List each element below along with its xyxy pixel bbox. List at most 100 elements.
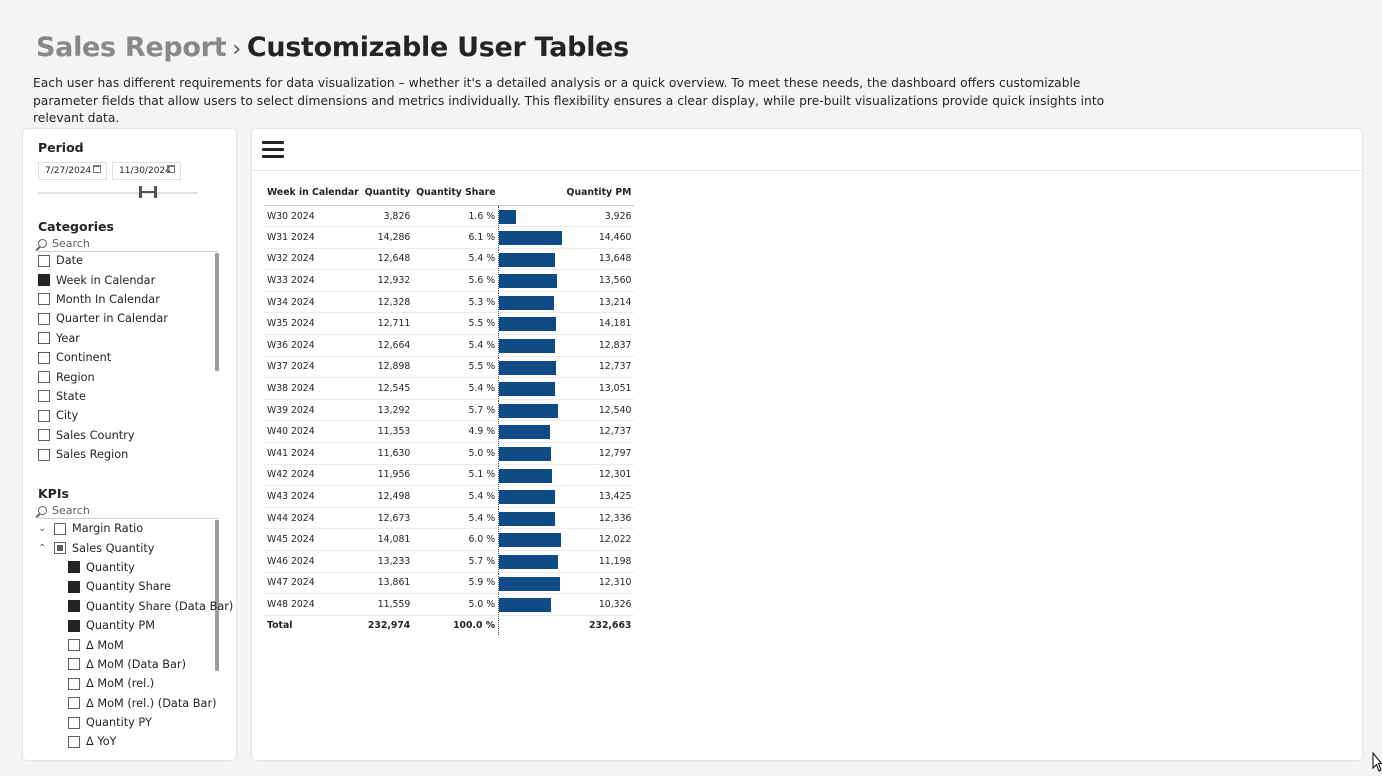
category-item[interactable]: State xyxy=(38,387,213,406)
checkbox[interactable] xyxy=(68,677,80,690)
category-item[interactable]: Year xyxy=(38,329,213,348)
table-row[interactable]: W32 2024 12,648 5.4 % 13,648 xyxy=(264,248,635,271)
table-row[interactable]: W38 2024 12,545 5.4 % 13,051 xyxy=(264,377,635,400)
checkbox[interactable] xyxy=(38,274,50,287)
kpi-item[interactable]: Quantity PY xyxy=(38,713,213,732)
kpi-item[interactable]: Δ YoY xyxy=(38,732,213,751)
checkbox[interactable] xyxy=(68,658,80,671)
category-item[interactable]: Month In Calendar xyxy=(38,290,213,309)
table-row[interactable]: W43 2024 12,498 5.4 % 13,425 xyxy=(264,485,635,508)
checkbox[interactable] xyxy=(54,522,66,535)
kpi-item-label: Quantity Share (Data Bar) xyxy=(86,599,234,613)
breadcrumb-sales-report[interactable]: Sales Report xyxy=(36,32,227,63)
column-header-quantity[interactable]: Quantity xyxy=(361,181,414,206)
table-row[interactable]: W34 2024 12,328 5.3 % 13,214 xyxy=(264,291,635,314)
checkbox[interactable] xyxy=(68,716,80,729)
chevron-up-icon[interactable]: ⌃ xyxy=(38,542,47,554)
checkbox[interactable] xyxy=(38,409,50,422)
table-row[interactable]: W47 2024 13,861 5.9 % 12,310 xyxy=(264,572,635,595)
column-header-quantity-share[interactable]: Quantity Share xyxy=(413,181,499,206)
kpi-group[interactable]: ⌃ Sales Quantity xyxy=(38,538,213,557)
table-row[interactable]: W42 2024 11,956 5.1 % 12,301 xyxy=(264,464,635,487)
categories-scrollbar[interactable] xyxy=(215,253,219,371)
checkbox[interactable] xyxy=(38,332,50,345)
category-item-label: Continent xyxy=(56,351,112,365)
checkbox[interactable] xyxy=(38,351,50,364)
kpi-item[interactable]: Δ MoM (rel.) (Data Bar) xyxy=(38,694,217,713)
category-item-label: Date xyxy=(56,254,84,268)
category-item[interactable]: Date xyxy=(38,251,213,270)
page-heading: Sales Report › Customizable User Tables xyxy=(36,32,629,63)
category-item[interactable]: City xyxy=(38,406,213,425)
checkbox[interactable] xyxy=(38,254,50,267)
table-row[interactable]: W33 2024 12,932 5.6 % 13,560 xyxy=(264,269,635,292)
cell-week: W45 2024 xyxy=(264,528,362,551)
calendar-icon[interactable] xyxy=(167,165,175,173)
table-row[interactable]: W48 2024 11,559 5.0 % 10,326 xyxy=(264,593,635,616)
checkbox[interactable] xyxy=(68,600,80,613)
checkbox[interactable] xyxy=(38,448,50,461)
table-row[interactable]: W36 2024 12,664 5.4 % 12,837 xyxy=(264,334,635,357)
kpi-item[interactable]: Δ MoM xyxy=(38,635,213,654)
cell-quantity-pm: 12,797 xyxy=(563,442,635,465)
kpi-item[interactable]: Quantity Share xyxy=(38,577,213,596)
cell-quantity: 11,630 xyxy=(361,442,414,465)
checkbox[interactable] xyxy=(68,735,80,748)
kpi-item[interactable]: Δ MoM (Data Bar) xyxy=(38,655,213,674)
table-row[interactable]: W45 2024 14,081 6.0 % 12,022 xyxy=(264,528,635,551)
table-row[interactable]: W35 2024 12,711 5.5 % 14,181 xyxy=(264,312,635,336)
checkbox[interactable] xyxy=(38,390,50,403)
column-header-quantity-pm[interactable]: Quantity PM xyxy=(563,181,635,206)
checkbox[interactable] xyxy=(54,542,66,555)
table-row[interactable]: W40 2024 11,353 4.9 % 12,737 xyxy=(264,420,635,444)
kpi-item[interactable]: Quantity Share (Data Bar) xyxy=(38,597,233,616)
period-slider-handle[interactable] xyxy=(139,186,157,198)
checkbox[interactable] xyxy=(38,293,50,306)
checkbox[interactable] xyxy=(68,639,80,652)
kpi-item[interactable]: Quantity xyxy=(38,558,213,577)
kpis-search-input[interactable]: Search xyxy=(38,504,90,517)
table-row[interactable]: W44 2024 12,673 5.4 % 12,336 xyxy=(264,507,635,530)
kpi-group[interactable]: ⌄ Margin Ratio xyxy=(38,519,213,538)
category-item[interactable]: Sales Country xyxy=(38,426,213,445)
cell-quantity-pm: 13,214 xyxy=(563,291,635,314)
table-row[interactable]: W39 2024 13,292 5.7 % 12,540 xyxy=(264,399,635,422)
checkbox[interactable] xyxy=(68,561,80,574)
category-item[interactable]: Quarter in Calendar xyxy=(38,309,213,328)
period-slider-track[interactable] xyxy=(38,192,198,194)
column-header-week[interactable]: Week in Calendar xyxy=(264,181,362,206)
kpi-item[interactable]: Δ MoM (rel.) xyxy=(38,674,213,693)
cell-share-bar xyxy=(498,312,564,336)
checkbox[interactable] xyxy=(38,371,50,384)
start-date-input[interactable]: 7/27/2024 xyxy=(38,162,107,180)
table-row[interactable]: W41 2024 11,630 5.0 % 12,797 xyxy=(264,442,635,465)
table-row[interactable]: W30 2024 3,826 1.6 % 3,926 xyxy=(264,205,635,228)
kpi-item[interactable]: Quantity PM xyxy=(38,616,213,635)
category-item[interactable]: Region xyxy=(38,367,213,386)
cell-quantity-share: 5.4 % xyxy=(413,377,499,400)
cell-share-bar xyxy=(498,528,564,551)
table-row[interactable]: W46 2024 13,233 5.7 % 11,198 xyxy=(264,550,635,573)
kpis-scrollbar[interactable] xyxy=(215,520,219,671)
column-header-share-bar[interactable] xyxy=(498,181,564,206)
category-item[interactable]: Continent xyxy=(38,348,213,367)
checkbox[interactable] xyxy=(68,619,80,632)
hamburger-menu-icon[interactable] xyxy=(262,140,284,158)
cell-quantity-share: 6.0 % xyxy=(413,528,499,551)
checkbox[interactable] xyxy=(38,429,50,442)
search-icon xyxy=(38,239,47,248)
checkbox[interactable] xyxy=(38,312,50,325)
table-row[interactable]: W31 2024 14,286 6.1 % 14,460 xyxy=(264,226,635,249)
table-row[interactable]: W37 2024 12,898 5.5 % 12,737 xyxy=(264,356,635,379)
checkbox[interactable] xyxy=(68,580,80,593)
checkbox[interactable] xyxy=(68,697,80,710)
calendar-icon[interactable] xyxy=(93,165,101,173)
period-label: Period xyxy=(38,140,84,155)
categories-search-input[interactable]: Search xyxy=(38,237,90,250)
total-bar-cell xyxy=(498,614,564,636)
chevron-down-icon[interactable]: ⌄ xyxy=(38,523,47,535)
end-date-input[interactable]: 11/30/2024 xyxy=(112,162,181,180)
cell-week: W42 2024 xyxy=(264,464,362,487)
category-item[interactable]: Sales Region xyxy=(38,445,213,464)
category-item[interactable]: Week in Calendar xyxy=(38,270,213,289)
